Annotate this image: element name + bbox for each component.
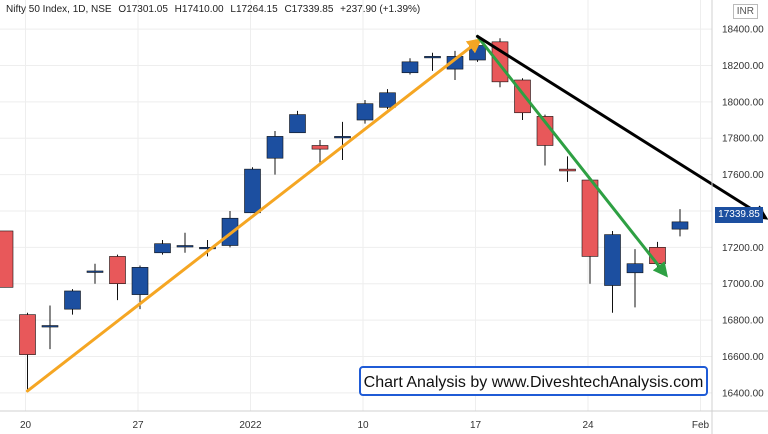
candle — [311, 140, 329, 166]
date-tick-label: 24 — [582, 420, 594, 431]
candle — [86, 263, 104, 284]
candle-body-down — [109, 256, 126, 284]
candle-body-up — [64, 290, 81, 310]
candle-body-down — [0, 230, 14, 288]
last-price-tag: 17339.85 — [715, 207, 763, 223]
candle — [379, 89, 396, 110]
candle-body-down — [311, 145, 329, 150]
candle-body-up — [154, 243, 171, 254]
candle-body-up — [334, 136, 351, 139]
time-axis: 20 27 2022 10 17 24 Feb — [20, 420, 710, 431]
candle — [19, 312, 36, 391]
candle — [559, 156, 576, 182]
high-value: H17410.00 — [174, 4, 224, 15]
candle — [334, 121, 351, 161]
candle — [41, 305, 59, 350]
currency-button[interactable]: INR — [732, 4, 758, 19]
price-tick-label: 17000.00 — [722, 279, 764, 290]
candle — [581, 179, 599, 284]
symbol-title: Nifty 50 Index, 1D, NSE — [6, 4, 112, 15]
candle — [289, 110, 306, 134]
candle-body-up — [424, 56, 441, 59]
price-tick-label: 18400.00 — [722, 25, 764, 36]
candle-body-up — [626, 263, 644, 274]
chart-header: Nifty 50 Index, 1D, NSE O17301.05 H17410… — [6, 4, 424, 15]
candle-body-up — [244, 168, 261, 214]
candle-body-up — [176, 245, 194, 248]
candle-body-up — [86, 270, 104, 273]
candle — [266, 130, 284, 175]
open-value: O17301.05 — [118, 4, 168, 15]
candle-body-up — [401, 61, 419, 74]
candle — [671, 209, 689, 237]
date-tick-label: Feb — [692, 420, 710, 431]
candle-body-up — [356, 103, 374, 121]
candle-body-up — [671, 221, 689, 230]
candle-body-up — [446, 56, 464, 70]
trend-line-uptrend — [26, 38, 483, 393]
change-value: +237.90 (+1.39%) — [340, 4, 421, 15]
date-tick-label: 2022 — [239, 420, 262, 431]
trend-line-downtrend-green — [476, 34, 668, 278]
price-tick-label: 17200.00 — [722, 243, 764, 254]
candle — [0, 230, 14, 288]
candle — [424, 52, 441, 71]
price-tick-label: 17600.00 — [722, 170, 764, 181]
candle-body-up — [221, 217, 239, 246]
date-tick-label: 27 — [132, 420, 144, 431]
candle-body-down — [559, 168, 576, 172]
candle — [176, 232, 194, 253]
candle — [626, 249, 644, 308]
price-tick-label: 16400.00 — [722, 388, 764, 399]
price-tick-label: 18200.00 — [722, 61, 764, 72]
candle — [604, 230, 621, 313]
candle — [244, 167, 261, 214]
candle-body-up — [131, 267, 149, 295]
candle-body-up — [604, 234, 621, 286]
price-tick-label: 16800.00 — [722, 316, 764, 327]
watermark-label: Chart Analysis by www.DiveshtechAnalysis… — [359, 366, 708, 396]
candle-body-up — [379, 92, 396, 108]
candle — [109, 254, 126, 301]
date-tick-label: 10 — [357, 420, 369, 431]
price-tick-label: 18000.00 — [722, 97, 764, 108]
candle — [446, 50, 464, 81]
candle — [199, 240, 216, 257]
candle-body-up — [199, 247, 216, 250]
candle — [356, 100, 374, 124]
trend-line-downtrend-black — [476, 34, 768, 220]
candle-body-down — [19, 314, 36, 355]
low-value: L17264.15 — [230, 4, 278, 15]
candle-body-up — [266, 136, 284, 159]
candle — [401, 58, 419, 75]
grid-lines — [0, 0, 712, 411]
candle-body-down — [581, 179, 599, 257]
date-tick-label: 20 — [20, 420, 32, 431]
close-value: C17339.85 — [284, 4, 334, 15]
price-tick-label: 17800.00 — [722, 134, 764, 145]
trend-lines — [26, 34, 768, 393]
date-tick-label: 17 — [470, 420, 482, 431]
candles — [0, 38, 689, 391]
candle-body-up — [289, 114, 306, 134]
candle — [64, 289, 81, 315]
candle — [154, 240, 171, 255]
candle-body-up — [41, 325, 59, 328]
price-tick-label: 16600.00 — [722, 352, 764, 363]
